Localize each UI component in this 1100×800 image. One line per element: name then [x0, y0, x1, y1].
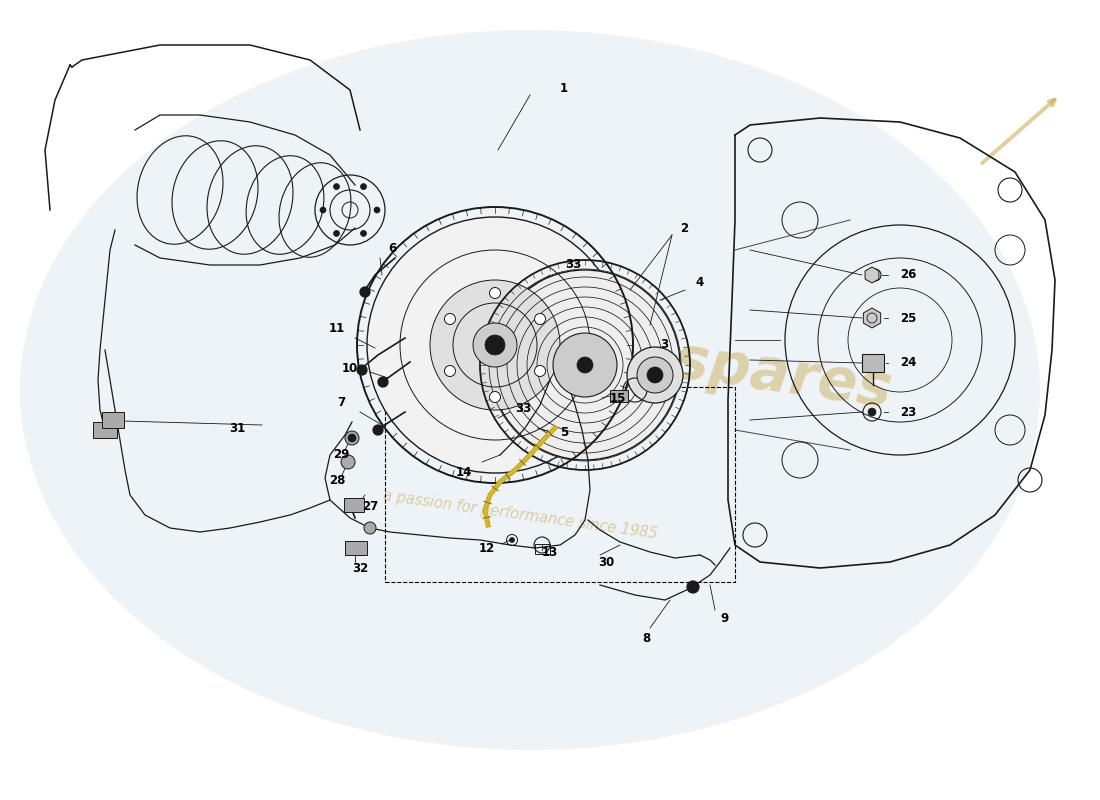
Ellipse shape [20, 30, 1040, 750]
Text: a passion for performance since 1985: a passion for performance since 1985 [382, 488, 658, 542]
Circle shape [374, 207, 379, 213]
Bar [94, 422, 117, 438]
Text: 2: 2 [680, 222, 689, 234]
Circle shape [490, 391, 500, 402]
Text: 32: 32 [352, 562, 368, 574]
Text: 23: 23 [900, 406, 916, 418]
Text: 4: 4 [695, 275, 703, 289]
Circle shape [333, 184, 340, 190]
Circle shape [444, 314, 455, 325]
Bar [345, 541, 367, 555]
Circle shape [868, 408, 876, 416]
Circle shape [378, 377, 388, 387]
Circle shape [688, 581, 698, 593]
Text: eurospares: eurospares [524, 311, 896, 419]
Text: 26: 26 [900, 269, 916, 282]
Circle shape [553, 333, 617, 397]
Text: 9: 9 [720, 611, 728, 625]
Text: 11: 11 [329, 322, 345, 334]
Circle shape [485, 335, 505, 355]
Circle shape [627, 347, 683, 403]
Circle shape [490, 287, 500, 298]
Text: 1: 1 [560, 82, 568, 94]
Circle shape [566, 347, 603, 383]
Text: 13: 13 [542, 546, 558, 558]
Text: 10: 10 [342, 362, 358, 374]
Text: 3: 3 [660, 338, 668, 351]
Text: 33: 33 [565, 258, 581, 271]
Bar [862, 354, 884, 372]
Bar [535, 544, 550, 554]
Circle shape [341, 455, 355, 469]
Text: 12: 12 [478, 542, 495, 554]
Circle shape [333, 230, 340, 236]
Bar [344, 498, 364, 512]
Circle shape [358, 365, 367, 375]
Text: 7: 7 [337, 395, 345, 409]
Circle shape [360, 287, 370, 297]
Text: 27: 27 [362, 501, 378, 514]
Circle shape [348, 434, 356, 442]
Circle shape [578, 357, 593, 373]
Text: 30: 30 [598, 555, 614, 569]
Circle shape [367, 217, 623, 473]
Text: 15: 15 [610, 391, 626, 405]
Text: 25: 25 [900, 311, 916, 325]
Circle shape [320, 207, 326, 213]
Circle shape [647, 367, 663, 383]
Bar [610, 390, 628, 402]
Circle shape [473, 323, 517, 367]
Circle shape [345, 431, 359, 445]
Text: 8: 8 [642, 631, 650, 645]
Bar [385, 387, 735, 582]
Circle shape [361, 184, 366, 190]
Circle shape [535, 366, 546, 377]
Circle shape [490, 270, 680, 460]
Text: 14: 14 [455, 466, 472, 478]
Circle shape [637, 357, 673, 393]
Circle shape [361, 230, 366, 236]
Text: 29: 29 [333, 449, 350, 462]
Circle shape [373, 425, 383, 435]
Circle shape [430, 280, 560, 410]
Circle shape [444, 366, 455, 377]
Text: 24: 24 [900, 357, 916, 370]
Text: 33: 33 [515, 402, 531, 414]
Circle shape [364, 522, 376, 534]
Text: 5: 5 [560, 426, 569, 438]
Text: 28: 28 [329, 474, 345, 486]
Text: 6: 6 [388, 242, 396, 254]
Text: 31: 31 [229, 422, 245, 434]
Circle shape [535, 314, 546, 325]
Circle shape [509, 538, 515, 542]
Bar [102, 412, 124, 428]
